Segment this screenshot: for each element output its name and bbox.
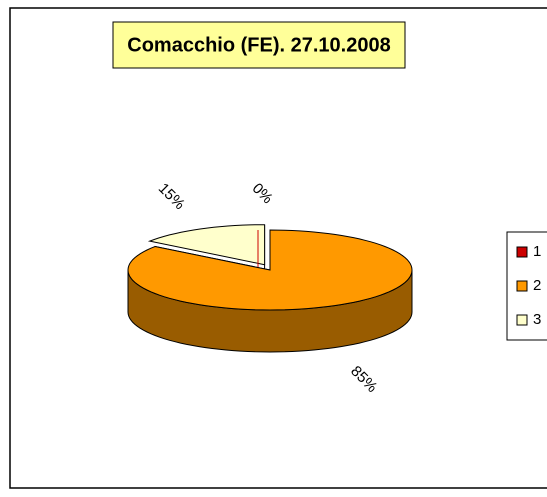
title-box bbox=[112, 21, 406, 69]
legend-label: 1 bbox=[533, 243, 541, 260]
legend-swatch bbox=[516, 314, 528, 326]
legend-swatch bbox=[516, 280, 528, 292]
legend-swatch bbox=[516, 246, 528, 258]
legend-label: 2 bbox=[533, 277, 541, 294]
slice bbox=[127, 229, 413, 311]
slice bbox=[147, 224, 266, 266]
chart-title: Comacchio (FE). 27.10.2008 bbox=[127, 34, 390, 56]
legend-label: 3 bbox=[533, 311, 541, 328]
